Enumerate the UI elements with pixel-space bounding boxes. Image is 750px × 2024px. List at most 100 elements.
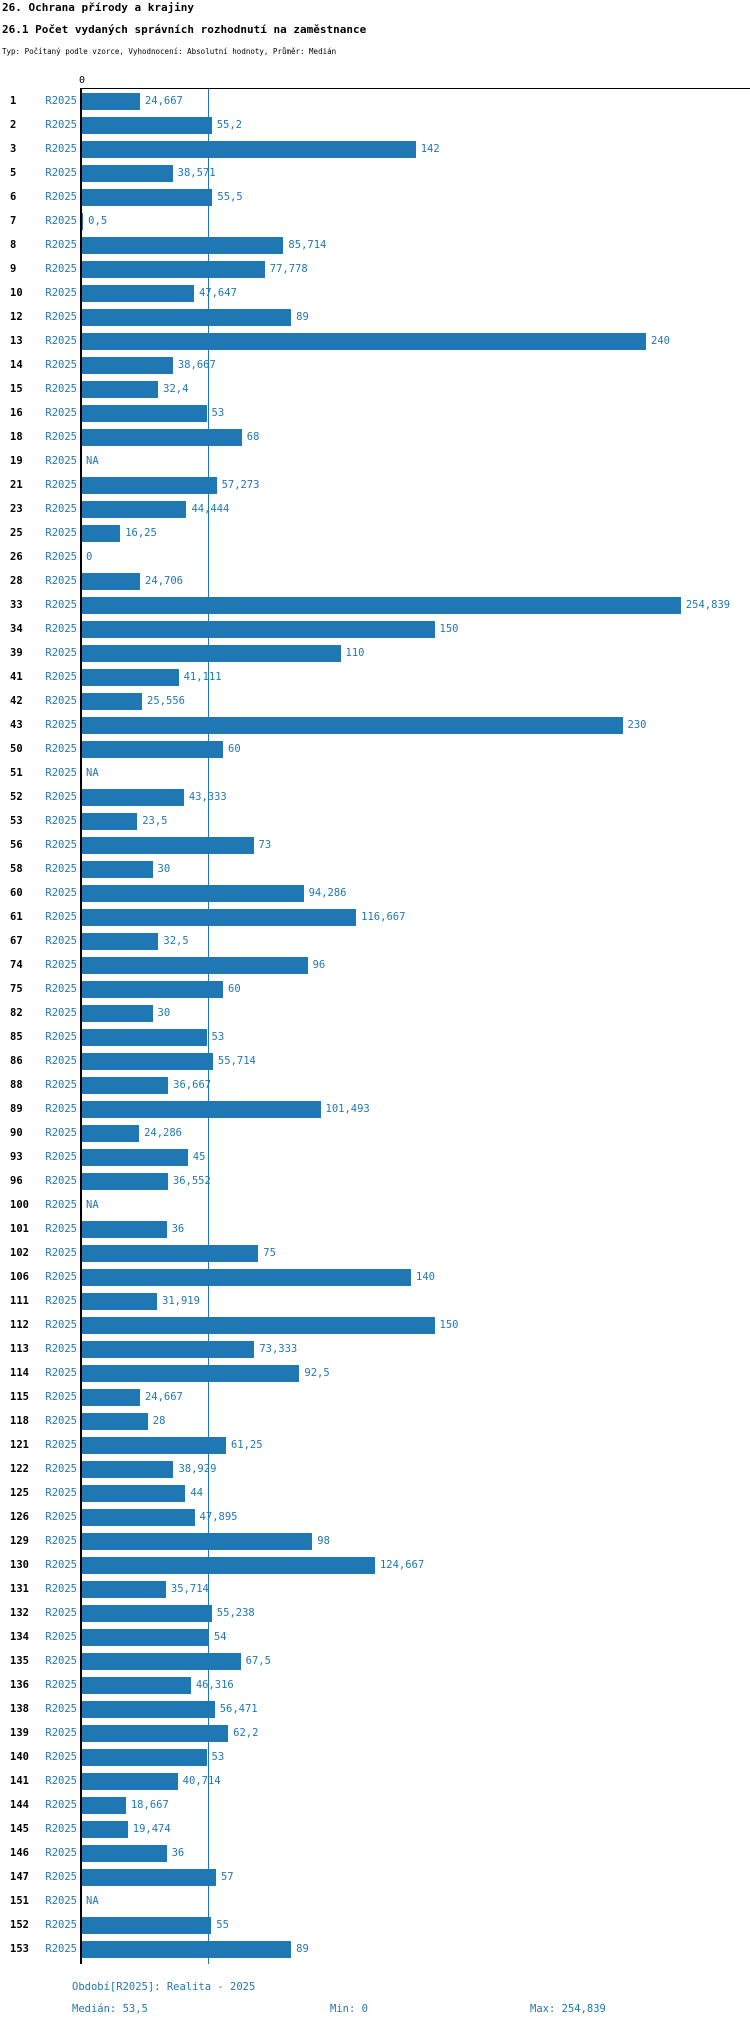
bar[interactable] bbox=[82, 1940, 292, 1958]
bar[interactable] bbox=[82, 1676, 191, 1694]
bar[interactable] bbox=[82, 1436, 226, 1454]
bar[interactable] bbox=[82, 1604, 212, 1622]
bar[interactable] bbox=[82, 1628, 209, 1646]
bar[interactable] bbox=[82, 1820, 128, 1838]
bar-value-label: NA bbox=[86, 767, 99, 779]
bar[interactable] bbox=[82, 812, 138, 830]
bar[interactable] bbox=[82, 1100, 321, 1118]
row-number: 131 bbox=[10, 1583, 29, 1595]
chart-row: 93 R2025 45 bbox=[0, 1145, 750, 1169]
bar-value-label: 75 bbox=[263, 1247, 276, 1259]
row-number: 19 bbox=[10, 455, 23, 467]
bar[interactable] bbox=[82, 356, 173, 374]
bar[interactable] bbox=[82, 476, 217, 494]
bar[interactable] bbox=[82, 1700, 215, 1718]
chart-row: 74 R2025 96 bbox=[0, 953, 750, 977]
bar[interactable] bbox=[82, 1460, 174, 1478]
bar[interactable] bbox=[82, 404, 207, 422]
bar[interactable] bbox=[82, 92, 140, 110]
bar[interactable] bbox=[82, 620, 435, 638]
bar[interactable] bbox=[82, 572, 141, 590]
bar[interactable] bbox=[82, 164, 173, 182]
row-period-label: R2025 bbox=[45, 1415, 77, 1427]
bar[interactable] bbox=[82, 836, 254, 854]
bar[interactable] bbox=[82, 1748, 207, 1766]
bar-value-label: 18,667 bbox=[130, 1799, 169, 1811]
bar-value-label: 35,714 bbox=[170, 1583, 209, 1595]
bar[interactable] bbox=[82, 1076, 169, 1094]
chart-row: 26 R2025 0 bbox=[0, 545, 750, 569]
bar[interactable] bbox=[82, 908, 357, 926]
bar[interactable] bbox=[82, 716, 623, 734]
row-period-label: R2025 bbox=[45, 1847, 77, 1859]
row-period-label: R2025 bbox=[45, 191, 77, 203]
chart-row: 86 R2025 55,714 bbox=[0, 1049, 750, 1073]
row-period-label: R2025 bbox=[45, 911, 77, 923]
bar[interactable] bbox=[82, 1412, 148, 1430]
row-period-label: R2025 bbox=[45, 143, 77, 155]
chart-row: 85 R2025 53 bbox=[0, 1025, 750, 1049]
bar[interactable] bbox=[82, 1004, 153, 1022]
bar[interactable] bbox=[82, 308, 292, 326]
bar[interactable] bbox=[82, 1316, 435, 1334]
bar[interactable] bbox=[82, 1148, 188, 1166]
bar[interactable] bbox=[82, 956, 308, 974]
row-number: 106 bbox=[10, 1271, 29, 1283]
bar[interactable] bbox=[82, 500, 187, 518]
bar[interactable] bbox=[82, 524, 121, 542]
bar[interactable] bbox=[82, 932, 159, 950]
bar[interactable] bbox=[82, 668, 179, 686]
bar[interactable] bbox=[82, 1844, 167, 1862]
bar-value-label: 89 bbox=[296, 1943, 309, 1955]
row-number: 138 bbox=[10, 1703, 29, 1715]
row-period-label: R2025 bbox=[45, 623, 77, 635]
bar[interactable] bbox=[82, 1052, 213, 1070]
bar[interactable] bbox=[82, 1244, 259, 1262]
bar[interactable] bbox=[82, 236, 284, 254]
bar[interactable] bbox=[82, 332, 646, 350]
bar[interactable] bbox=[82, 1124, 140, 1142]
bar[interactable] bbox=[82, 116, 212, 134]
bar[interactable] bbox=[82, 1868, 216, 1886]
bar[interactable] bbox=[82, 980, 223, 998]
bar[interactable] bbox=[82, 260, 265, 278]
bar[interactable] bbox=[82, 1796, 126, 1814]
bar[interactable] bbox=[82, 1220, 167, 1238]
bar[interactable] bbox=[82, 860, 153, 878]
bar[interactable] bbox=[82, 1484, 186, 1502]
bar[interactable] bbox=[82, 740, 223, 758]
bar[interactable] bbox=[82, 644, 341, 662]
bar[interactable] bbox=[82, 1340, 255, 1358]
bar[interactable] bbox=[82, 1916, 212, 1934]
bar[interactable] bbox=[82, 1388, 140, 1406]
bar[interactable] bbox=[82, 1724, 229, 1742]
bar[interactable] bbox=[82, 1508, 195, 1526]
bar[interactable] bbox=[82, 1268, 411, 1286]
bar[interactable] bbox=[82, 1652, 241, 1670]
bar[interactable] bbox=[82, 692, 143, 710]
bar[interactable] bbox=[82, 188, 213, 206]
bar[interactable] bbox=[82, 788, 184, 806]
bar-value-label: 47,647 bbox=[198, 287, 237, 299]
bar[interactable] bbox=[82, 428, 242, 446]
bar-value-label: 110 bbox=[345, 647, 365, 659]
bar[interactable] bbox=[82, 1028, 207, 1046]
bar[interactable] bbox=[82, 380, 159, 398]
bar[interactable] bbox=[82, 1292, 157, 1310]
bar[interactable] bbox=[82, 1364, 300, 1382]
row-number: 82 bbox=[10, 1007, 23, 1019]
bar[interactable] bbox=[82, 1532, 313, 1550]
bar[interactable] bbox=[82, 1556, 375, 1574]
row-period-label: R2025 bbox=[45, 1103, 77, 1115]
bar[interactable] bbox=[82, 1772, 178, 1790]
bar[interactable] bbox=[82, 140, 416, 158]
bar[interactable] bbox=[82, 212, 84, 230]
chart-row: 129 R2025 98 bbox=[0, 1529, 750, 1553]
bar[interactable] bbox=[82, 884, 304, 902]
bar[interactable] bbox=[82, 596, 681, 614]
row-number: 56 bbox=[10, 839, 23, 851]
row-period-label: R2025 bbox=[45, 1679, 77, 1691]
bar[interactable] bbox=[82, 1172, 168, 1190]
bar[interactable] bbox=[82, 284, 194, 302]
bar[interactable] bbox=[82, 1580, 166, 1598]
